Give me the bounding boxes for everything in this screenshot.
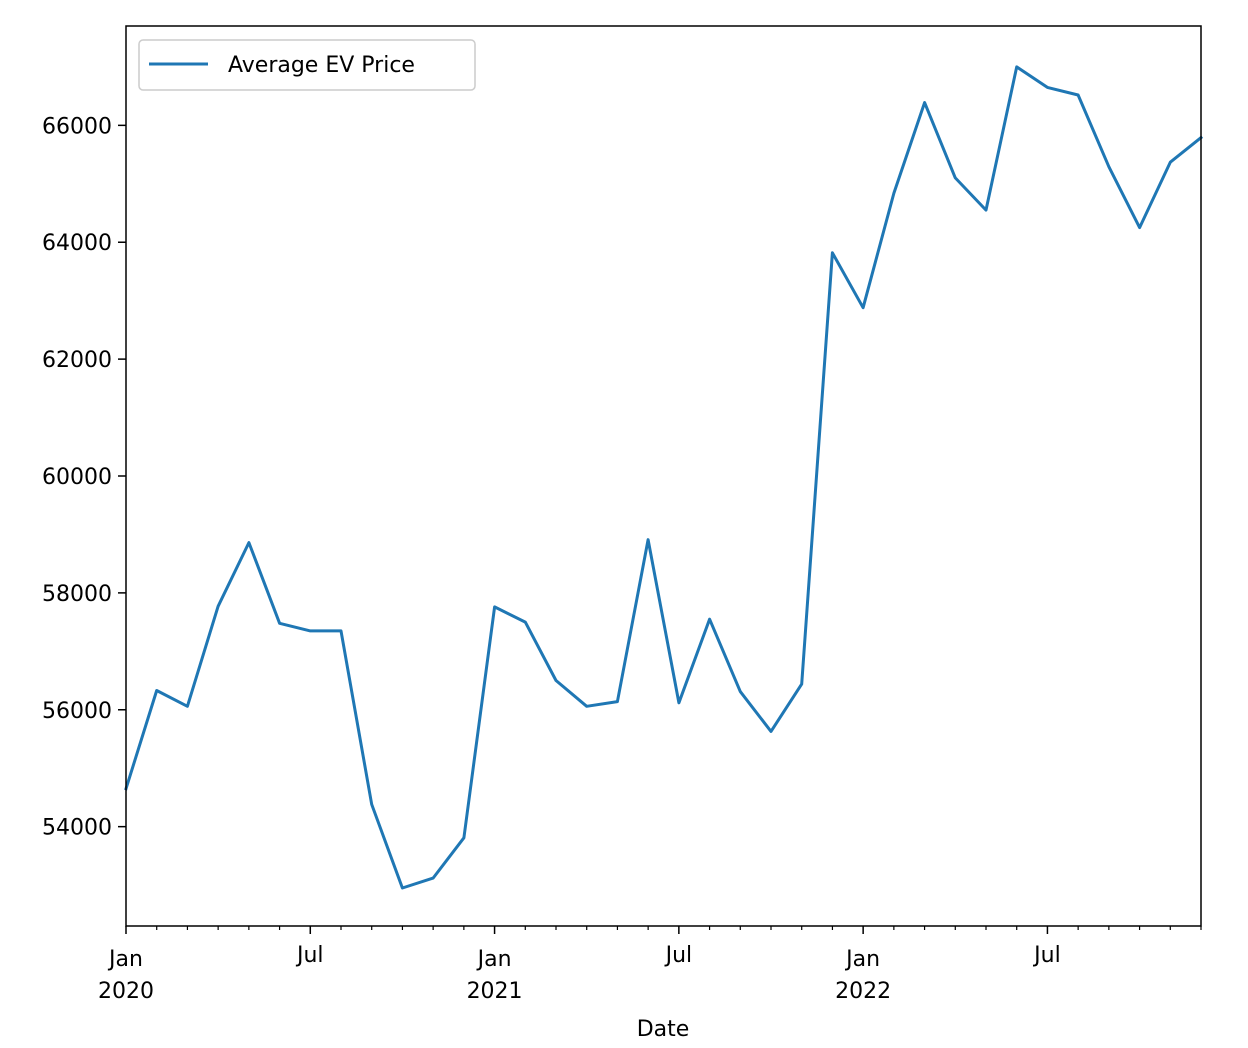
- legend-box: [138, 39, 476, 91]
- series-line-average-ev-price: [124, 65, 1204, 890]
- y-tick-label: 58000: [42, 582, 112, 607]
- x-tick-label: Jan: [476, 947, 512, 972]
- x-tick-label: Jan: [107, 947, 143, 972]
- x-axis-title: Date: [637, 1017, 690, 1042]
- x-tick-label: Jul: [1032, 943, 1061, 968]
- y-tick-label: 56000: [42, 699, 112, 724]
- legend: Average EV Price: [138, 39, 476, 91]
- y-tick-label: 64000: [42, 231, 112, 256]
- x-tick-year-label: 2021: [467, 979, 523, 1004]
- plot-area: [126, 26, 1201, 926]
- x-tick-label: Jan: [844, 947, 880, 972]
- x-axis: Jan 2020 Jul Jan 2021 Jul Jan 2022 Jul: [98, 926, 1202, 1004]
- plot-frame: [125, 25, 1202, 927]
- legend-label: Average EV Price: [228, 53, 415, 78]
- x-tick-year-label: 2022: [835, 979, 891, 1004]
- y-tick-label: 62000: [42, 348, 112, 373]
- x-tick-year-label: 2020: [98, 979, 154, 1004]
- y-tick-label: 54000: [42, 816, 112, 841]
- x-tick-label: Jul: [664, 943, 693, 968]
- y-tick-label: 60000: [42, 465, 112, 490]
- y-tick-label: 66000: [42, 114, 112, 139]
- y-axis: 54000 56000 58000 60000 62000 64000 66000: [42, 114, 126, 841]
- x-tick-label: Jul: [295, 943, 324, 968]
